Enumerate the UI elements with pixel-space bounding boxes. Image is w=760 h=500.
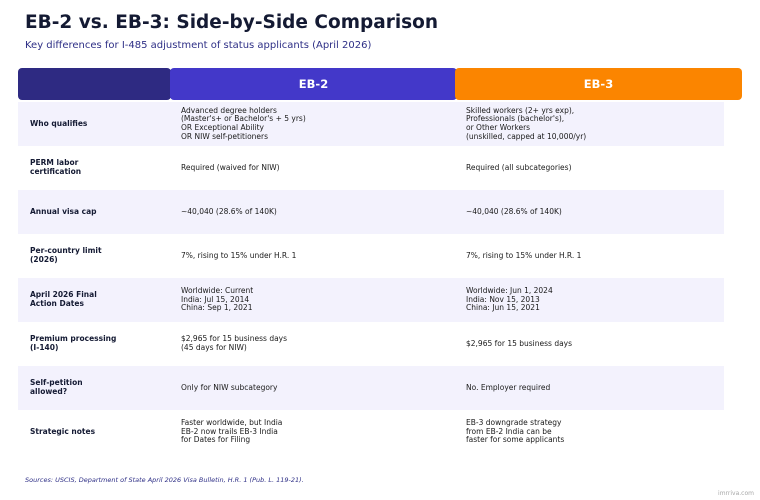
eb2-cell: 7%, rising to 15% under H.R. 1 bbox=[181, 234, 451, 278]
eb3-cell: ~40,040 (28.6% of 140K) bbox=[466, 190, 721, 234]
eb2-cell: Advanced degree holders (Master's+ or Bac… bbox=[181, 102, 451, 146]
eb2-cell-line: ~40,040 (28.6% of 140K) bbox=[181, 206, 277, 216]
row-label-line: Action Dates bbox=[30, 299, 84, 308]
eb2-cell-line: China: Sep 1, 2021 bbox=[181, 303, 253, 313]
eb3-cell-line: $2,965 for 15 business days bbox=[466, 338, 573, 348]
page-subtitle: Key differences for I-485 adjustment of … bbox=[25, 40, 372, 51]
row-label-line: Strategic notes bbox=[30, 426, 96, 436]
eb2-column-header: EB-2 bbox=[170, 68, 457, 100]
row-label-line: (2026) bbox=[30, 255, 58, 264]
table-row: Premium processing (I-140) $2,965 for 15 b… bbox=[18, 322, 724, 366]
eb2-cell: $2,965 for 15 business days (45 days for … bbox=[181, 322, 451, 366]
eb3-cell: Required (all subcategories) bbox=[466, 146, 721, 190]
eb3-cell-line: Required (all subcategories) bbox=[466, 162, 572, 172]
eb2-cell-line: Advanced degree holders bbox=[181, 105, 277, 115]
eb2-cell-line: Only for NIW subcategory bbox=[181, 382, 278, 392]
table-row: April 2026 Final Action Dates Worldwide: C… bbox=[18, 278, 724, 322]
eb3-cell: EB-3 downgrade strategy from EB-2 India c… bbox=[466, 410, 721, 454]
row-label: Annual visa cap bbox=[30, 190, 165, 234]
table-row: Self-petition allowed? Only for NIW subcat… bbox=[18, 366, 724, 410]
table-row: PERM labor certification Required (waived … bbox=[18, 146, 724, 190]
row-label-line: certification bbox=[30, 167, 82, 176]
row-label: April 2026 Final Action Dates bbox=[30, 278, 165, 322]
eb3-cell-line: India: Nov 15, 2013 bbox=[466, 294, 540, 304]
eb2-cell: Only for NIW subcategory bbox=[181, 366, 451, 410]
row-label-line: PERM labor bbox=[30, 158, 79, 168]
eb3-cell-line: Skilled workers (2+ yrs exp), bbox=[466, 105, 575, 115]
row-label-line: Annual visa cap bbox=[30, 206, 97, 216]
eb2-cell-line: OR Exceptional Ability bbox=[181, 123, 264, 132]
table-row: Strategic notes Faster worldwide, but Ind… bbox=[18, 410, 724, 454]
eb3-cell-line: ~40,040 (28.6% of 140K) bbox=[466, 206, 562, 216]
eb2-cell-line: (Master's+ or Bachelor's + 5 yrs) bbox=[181, 114, 306, 124]
eb2-cell: Faster worldwide, but India EB-2 now trai… bbox=[181, 410, 451, 454]
eb3-cell-line: Worldwide: Jun 1, 2024 bbox=[466, 286, 553, 296]
eb3-cell-line: No. Employer required bbox=[466, 382, 551, 392]
eb3-cell: Worldwide: Jun 1, 2024 India: Nov 15, 201… bbox=[466, 278, 721, 322]
eb3-cell-line: Professionals (bachelor's), bbox=[466, 114, 565, 124]
row-label: Premium processing (I-140) bbox=[30, 322, 165, 366]
eb2-cell-line: Required (waived for NIW) bbox=[181, 162, 280, 172]
eb3-cell-line: faster for some applicants bbox=[466, 435, 565, 445]
eb2-cell-line: OR NIW self-petitioners bbox=[181, 131, 269, 141]
eb2-cell: ~40,040 (28.6% of 140K) bbox=[181, 190, 451, 234]
eb3-cell: $2,965 for 15 business days bbox=[466, 322, 721, 366]
eb2-cell-line: for Dates for Filing bbox=[181, 435, 251, 445]
row-label: Who qualifies bbox=[30, 102, 165, 146]
row-label-line: Per-country limit bbox=[30, 246, 102, 256]
eb3-cell-line: China: Jun 15, 2021 bbox=[466, 303, 540, 313]
eb3-cell: Skilled workers (2+ yrs exp), Professiona… bbox=[466, 102, 721, 146]
page-title: EB-2 vs. EB-3: Side-by-Side Comparison bbox=[25, 12, 439, 33]
eb3-cell: No. Employer required bbox=[466, 366, 721, 410]
table-row: Who qualifies Advanced degree holders (Mas… bbox=[18, 102, 724, 146]
row-label: PERM labor certification bbox=[30, 146, 165, 190]
eb3-cell-line: from EB-2 India can be bbox=[466, 426, 552, 436]
watermark: imrriva.com bbox=[718, 490, 754, 497]
eb2-cell-line: India: Jul 15, 2014 bbox=[181, 294, 250, 304]
eb3-cell: 7%, rising to 15% under H.R. 1 bbox=[466, 234, 721, 278]
row-label-line: Self-petition bbox=[30, 378, 83, 388]
eb3-cell-line: (unskilled, capped at 10,000/yr) bbox=[466, 131, 587, 141]
eb2-cell-line: Faster worldwide, but India bbox=[181, 418, 283, 428]
label-column-header bbox=[18, 68, 171, 100]
eb2-cell-line: Worldwide: Current bbox=[181, 286, 254, 296]
eb2-cell-line: 7%, rising to 15% under H.R. 1 bbox=[181, 250, 297, 260]
eb3-cell-line: 7%, rising to 15% under H.R. 1 bbox=[466, 250, 582, 260]
row-label-line: allowed? bbox=[30, 387, 68, 396]
table-row: Per-country limit (2026) 7%, rising to 15%… bbox=[18, 234, 724, 278]
row-label: Self-petition allowed? bbox=[30, 366, 165, 410]
row-label-line: Premium processing bbox=[30, 334, 117, 344]
row-label: Per-country limit (2026) bbox=[30, 234, 165, 278]
eb3-cell-line: EB-3 downgrade strategy bbox=[466, 418, 562, 428]
row-label: Strategic notes bbox=[30, 410, 165, 454]
eb2-cell-line: (45 days for NIW) bbox=[181, 343, 247, 352]
eb3-column-header: EB-3 bbox=[455, 68, 742, 100]
eb2-cell: Required (waived for NIW) bbox=[181, 146, 451, 190]
eb2-cell: Worldwide: Current India: Jul 15, 2014 Chi… bbox=[181, 278, 451, 322]
sources-note: Sources: USCIS, Department of State Apri… bbox=[25, 476, 304, 484]
eb2-cell-line: EB-2 now trails EB-3 India bbox=[181, 426, 278, 436]
eb2-cell-line: $2,965 for 15 business days bbox=[181, 334, 288, 344]
eb3-cell-line: or Other Workers bbox=[466, 123, 531, 132]
row-label-line: April 2026 Final bbox=[30, 290, 97, 300]
row-label-line: Who qualifies bbox=[30, 118, 88, 128]
table-row: Annual visa cap ~40,040 (28.6% of 140K) ~4… bbox=[18, 190, 724, 234]
row-label-line: (I-140) bbox=[30, 343, 59, 352]
